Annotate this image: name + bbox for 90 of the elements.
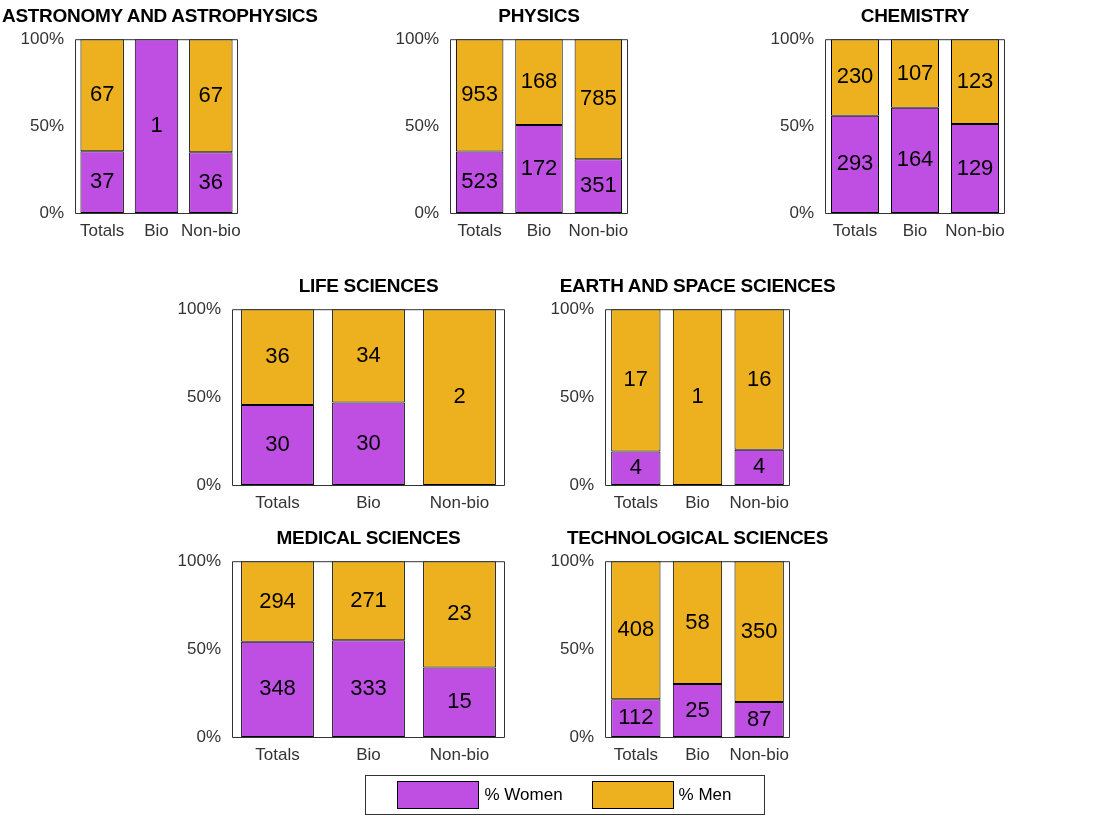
annotation: 34 (356, 341, 381, 367)
y-tick-label: 0% (196, 726, 221, 746)
y-tick-label: 100% (550, 298, 594, 318)
annotation: 129 (956, 154, 994, 180)
annotation: 37 (89, 168, 115, 194)
x-tick-label: Bio (356, 744, 381, 764)
x-tick-label: Bio (685, 492, 710, 512)
annotation: 350 (740, 617, 778, 643)
annotation: 23 (447, 600, 472, 626)
annotation: 271 (350, 586, 387, 612)
legend-label: % Men (678, 785, 732, 805)
x-tick-label: Totals (255, 492, 300, 512)
annotation: 87 (746, 705, 772, 731)
annotation: 30 (356, 429, 381, 455)
y-tick-label: 50% (559, 386, 594, 406)
x-tick-label: Bio (526, 220, 552, 240)
annotation: 953 (461, 81, 499, 107)
y-tick-label: 0% (569, 726, 594, 746)
x-tick-label: Bio (902, 220, 928, 240)
annotation: 36 (198, 168, 224, 194)
y-tick-label: 100% (550, 550, 594, 570)
y-tick-label: 50% (779, 115, 814, 135)
x-tick-label: Totals (255, 744, 300, 764)
annotation: 2 (453, 383, 466, 409)
y-tick-label: 0% (569, 474, 594, 494)
x-tick-label: Totals (79, 220, 125, 240)
annotation: 67 (89, 81, 115, 107)
y-tick-label: 50% (186, 386, 221, 406)
x-tick-label: Non-bio (429, 492, 490, 512)
y-tick-label: 50% (186, 638, 221, 658)
chart-title: ASTRONOMY AND ASTROPHYSICS (2, 5, 318, 27)
x-tick-label: Totals (613, 492, 659, 512)
y-tick-label: 50% (404, 115, 439, 135)
annotation: 1 (150, 112, 163, 138)
legend-label: % Women (484, 785, 563, 805)
x-tick-label: Bio (144, 220, 169, 240)
chart-title: TECHNOLOGICAL SCIENCES (566, 527, 829, 549)
annotation: 348 (259, 675, 296, 701)
y-tick-label: 0% (414, 202, 439, 222)
annotation: 408 (617, 616, 655, 642)
chart-title: EARTH AND SPACE SCIENCES (559, 275, 836, 297)
annotation: 107 (896, 59, 934, 85)
annotation: 4 (629, 454, 642, 480)
chart-title: CHEMISTRY (860, 5, 970, 27)
annotation: 523 (461, 168, 499, 194)
annotation: 1 (691, 383, 704, 409)
annotation: 112 (618, 704, 654, 730)
annotation: 164 (896, 146, 934, 172)
chart-title: LIFE SCIENCES (298, 275, 439, 297)
chart-title: PHYSICS (498, 5, 580, 27)
annotation: 168 (520, 68, 558, 94)
chart-title: MEDICAL SCIENCES (276, 527, 461, 549)
y-tick-label: 100% (395, 28, 439, 48)
y-tick-label: 100% (177, 550, 221, 570)
x-tick-label: Totals (832, 220, 878, 240)
annotation: 294 (259, 587, 296, 613)
x-tick-label: Bio (356, 492, 381, 512)
annotation: 172 (520, 155, 558, 181)
annotation: 15 (447, 688, 472, 714)
y-tick-label: 50% (29, 115, 64, 135)
y-tick-label: 50% (559, 638, 594, 658)
x-tick-label: Non-bio (181, 220, 241, 240)
x-tick-label: Bio (685, 744, 710, 764)
annotation: 785 (579, 85, 617, 111)
x-tick-label: Non-bio (568, 220, 629, 240)
x-tick-label: Non-bio (729, 744, 789, 764)
y-tick-label: 0% (39, 202, 64, 222)
annotation: 67 (198, 81, 224, 107)
x-tick-label: Non-bio (729, 492, 789, 512)
x-tick-label: Non-bio (429, 744, 490, 764)
x-tick-label: Non-bio (945, 220, 1005, 240)
annotation: 25 (685, 696, 710, 722)
annotation: 123 (956, 67, 994, 93)
annotation: 333 (350, 674, 387, 700)
annotation: 30 (265, 431, 290, 457)
x-tick-label: Totals (613, 744, 659, 764)
x-tick-label: Totals (457, 220, 502, 240)
y-tick-label: 100% (20, 28, 64, 48)
annotation: 16 (746, 365, 772, 391)
annotation: 293 (836, 150, 874, 176)
annotation: 351 (579, 172, 617, 198)
y-tick-label: 100% (770, 28, 814, 48)
annotation: 17 (623, 366, 649, 392)
y-tick-label: 100% (177, 298, 221, 318)
annotation: 4 (753, 453, 766, 479)
annotation: 230 (836, 63, 874, 89)
y-tick-label: 0% (196, 474, 221, 494)
y-tick-label: 0% (789, 202, 814, 222)
annotation: 58 (685, 608, 710, 634)
annotation: 36 (265, 343, 290, 369)
